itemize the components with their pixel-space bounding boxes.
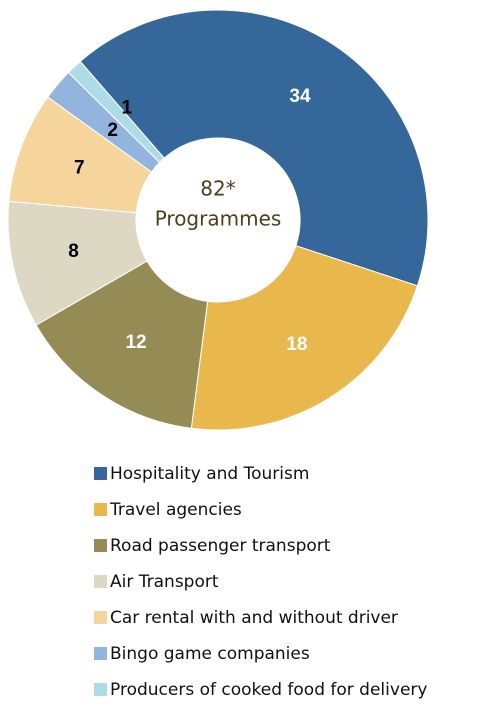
legend-swatch: [94, 467, 107, 480]
center-label: Programmes: [155, 207, 282, 231]
legend-label: Car rental with and without driver: [110, 608, 398, 628]
legend-swatch: [94, 611, 107, 624]
value-label: 7: [74, 157, 85, 178]
legend-swatch: [94, 647, 107, 660]
legend-swatch: [94, 539, 107, 552]
legend-label: Travel agencies: [109, 500, 242, 520]
slice: [79, 9, 429, 287]
value-label: 2: [107, 120, 118, 141]
legend-label: Producers of cooked food for delivery: [110, 680, 427, 700]
legend-swatch: [94, 575, 107, 588]
slice: [35, 260, 209, 429]
slice: [67, 60, 165, 164]
value-label: 1: [122, 97, 133, 118]
value-label: 34: [289, 86, 311, 107]
slice: [190, 245, 419, 431]
legend-label: Bingo game companies: [110, 644, 310, 664]
legend-swatch: [94, 503, 107, 516]
value-label: 8: [68, 241, 79, 262]
value-label: 18: [286, 334, 307, 355]
center-label: 82*: [200, 177, 235, 201]
value-label: 12: [125, 332, 146, 353]
legend-label: Air Transport: [110, 572, 219, 592]
legend-label: Hospitality and Tourism: [110, 464, 309, 484]
legend-label: Road passenger transport: [110, 536, 331, 556]
legend-swatch: [94, 683, 107, 696]
